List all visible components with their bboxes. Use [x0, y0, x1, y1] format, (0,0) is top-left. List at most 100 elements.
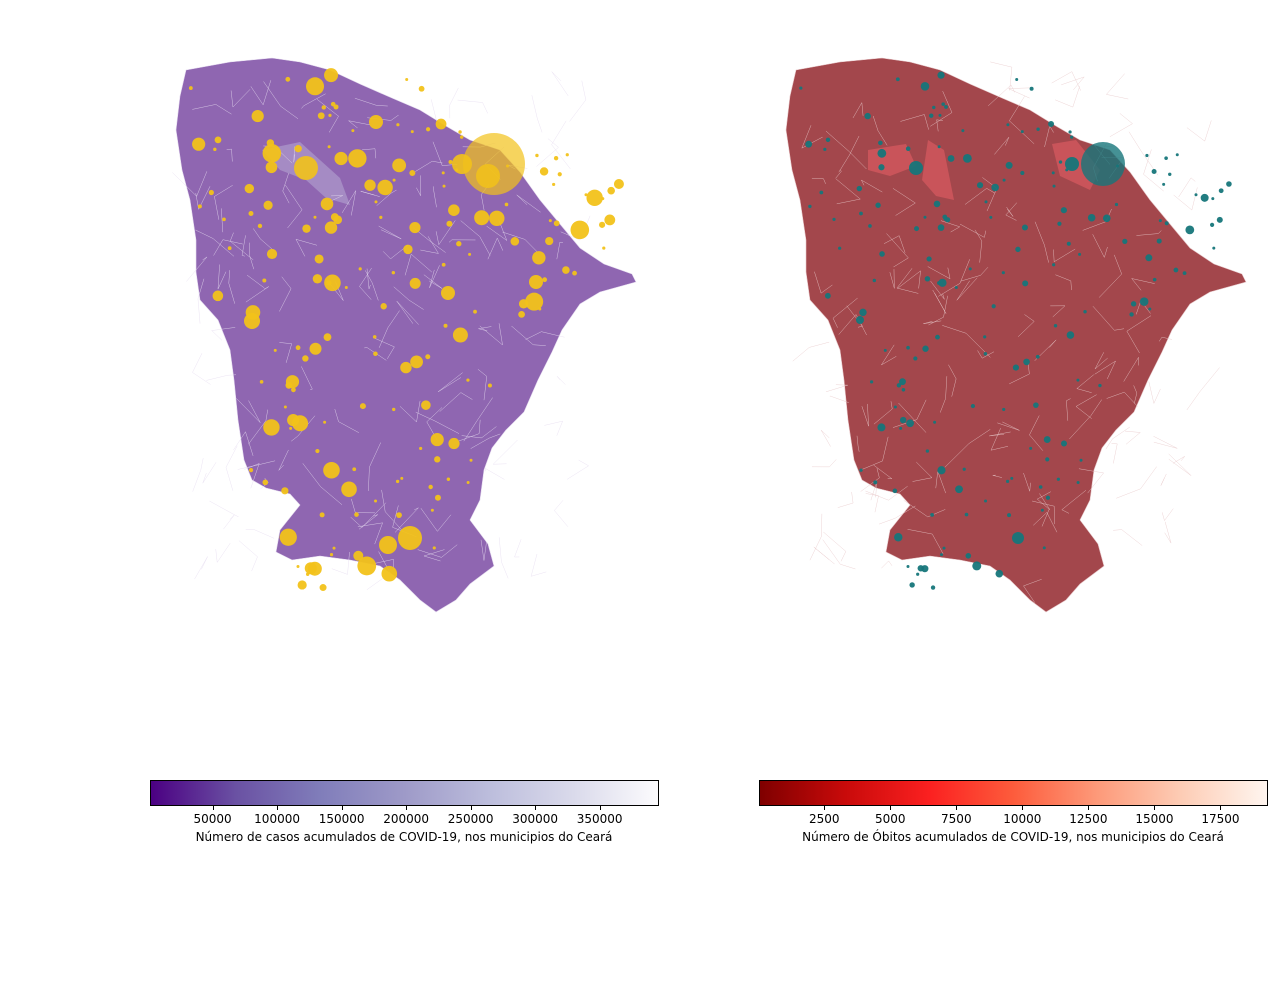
municipality-bubble [295, 345, 301, 351]
municipality-bubble [352, 467, 357, 472]
municipality-border [192, 104, 232, 115]
municipality-border [1076, 374, 1094, 393]
municipality-border [1006, 206, 1014, 217]
municipality-border [889, 269, 895, 289]
municipality-bubble [448, 160, 453, 165]
municipality-bubble [1212, 246, 1216, 250]
municipality-border [263, 81, 299, 119]
municipality-border [461, 426, 497, 439]
municipality-bubble [348, 149, 367, 168]
municipality-border [1173, 187, 1198, 211]
municipality-border [1051, 71, 1081, 91]
municipality-border [820, 429, 831, 447]
municipality-bubble [584, 193, 588, 197]
municipality-bubble [1226, 181, 1232, 187]
municipality-border [997, 421, 1020, 431]
municipality-bubble [924, 276, 931, 282]
municipality-bubble [434, 456, 441, 463]
municipality-bubble [899, 426, 903, 430]
municipality-border [378, 225, 402, 240]
municipality-bubble [1081, 142, 1125, 186]
municipality-bubble [364, 179, 376, 191]
cases-colorbar: 50000 100000 150000 200000 250000 300000 35000… [150, 780, 659, 850]
municipality-bubble [1200, 193, 1209, 202]
municipality-bubble [353, 550, 364, 561]
municipality-bubble [1035, 354, 1040, 359]
death-bubbles [799, 71, 1232, 590]
municipality-border [837, 491, 854, 508]
municipality-bubble [359, 403, 366, 410]
municipality-border [942, 325, 991, 358]
municipality-bubble [327, 145, 331, 149]
municipality-bubble [1139, 297, 1149, 306]
municipality-border [1092, 234, 1108, 259]
municipality-bubble [510, 237, 520, 246]
colorbar-tick-mark [599, 806, 601, 810]
municipality-border [536, 138, 559, 167]
municipality-bubble [970, 403, 976, 409]
municipality-border [1033, 512, 1058, 533]
municipality-bubble [962, 467, 966, 471]
municipality-border [368, 442, 381, 491]
municipality-bubble [473, 309, 477, 314]
municipality-bubble [222, 217, 226, 222]
municipality-border [478, 326, 492, 332]
municipality-bubble [330, 101, 336, 107]
municipality-border [903, 500, 946, 518]
municipality-bubble [419, 446, 423, 451]
colorbar-tick-label: 100000 [254, 812, 300, 826]
municipality-border [525, 331, 565, 340]
municipality-bubble [922, 345, 929, 352]
municipality-border [209, 500, 239, 518]
municipality-border [930, 280, 945, 300]
municipality-bubble [877, 423, 886, 432]
colorbar-tick-mark [535, 806, 537, 810]
municipality-border [544, 420, 564, 436]
municipality-bubble [313, 215, 317, 219]
municipality-bubble [263, 419, 280, 436]
municipality-bubble [213, 147, 217, 152]
municipality-bubble [391, 270, 396, 275]
municipality-bubble [525, 292, 544, 311]
municipality-bubble [1076, 378, 1080, 382]
municipality-border [1069, 399, 1102, 440]
municipality-bubble [878, 140, 883, 146]
municipality-bubble [430, 508, 434, 512]
municipality-bubble [409, 277, 421, 289]
municipality-border [1131, 278, 1155, 291]
municipality-bubble [392, 178, 396, 182]
colorbar-tick-mark [406, 806, 408, 810]
municipality-border [1116, 466, 1157, 499]
municipality-bubble [459, 135, 464, 139]
municipality-border [1164, 521, 1172, 544]
municipality-bubble [991, 304, 996, 309]
municipality-bubble [1148, 307, 1152, 311]
municipality-border [470, 433, 501, 449]
municipality-border [948, 364, 957, 397]
municipality-border [439, 392, 473, 412]
municipality-border [1172, 456, 1185, 464]
municipality-bubble [1079, 458, 1083, 462]
municipality-border [250, 80, 272, 106]
municipality-border [477, 369, 487, 401]
municipality-border [479, 323, 503, 346]
municipality-border [492, 439, 518, 465]
municipality-bubble [984, 200, 988, 204]
municipality-border [861, 403, 869, 427]
municipality-border [197, 278, 205, 324]
municipality-border [1113, 529, 1143, 546]
municipality-border [435, 220, 456, 246]
colorbar-tick-mark [824, 806, 826, 810]
municipality-border [430, 99, 438, 124]
municipality-bubble [1036, 127, 1040, 131]
municipality-bubble [372, 335, 377, 339]
municipality-border [1153, 436, 1178, 449]
municipality-bubble [565, 153, 569, 157]
municipality-border [823, 531, 847, 562]
municipality-bubble [456, 241, 462, 247]
municipality-bubble [819, 190, 824, 195]
municipality-border [873, 401, 893, 425]
municipality-border [1032, 500, 1055, 525]
municipality-bubble [938, 113, 942, 117]
municipality-border [192, 458, 204, 492]
